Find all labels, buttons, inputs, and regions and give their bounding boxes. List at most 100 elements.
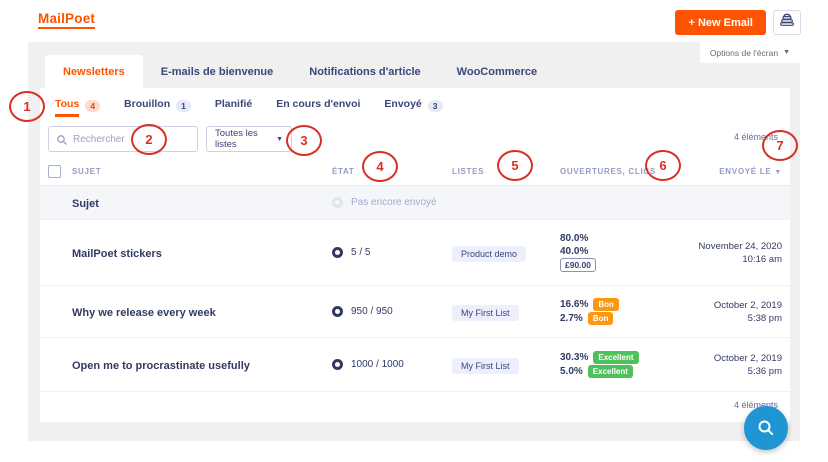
- status-filter-bar: Tous 4 Brouillon 1 Planifié En cours d'envoi E…: [55, 98, 443, 117]
- table-row: MailPoet stickers 5 / 5 Product demo 80.0% 4…: [40, 220, 790, 286]
- tab-woocommerce[interactable]: WooCommerce: [456, 65, 538, 78]
- lists-dropdown-value: Toutes les listes: [215, 128, 258, 150]
- newsletter-subject-link[interactable]: Open me to procrastinate usefully: [72, 359, 250, 372]
- stat-percentage: 30.3%: [560, 351, 589, 363]
- sent-date-cell: October 2, 2019 5:36 pm: [682, 352, 790, 378]
- sent-date-cell: November 24, 2020 10:16 am: [682, 240, 790, 266]
- beehive-icon: [779, 12, 795, 33]
- filter-label: Envoyé: [384, 98, 422, 110]
- status-ring-icon: [332, 306, 343, 317]
- tab-bar: Newsletters E-mails de bienvenue Notificat…: [45, 55, 555, 88]
- status-cell: Pas encore envoyé: [322, 197, 442, 208]
- annotation-1: 1: [9, 90, 45, 122]
- rating-badge: Excellent: [587, 365, 633, 379]
- sent-date: October 2, 2019 5:38 pm: [682, 299, 782, 325]
- stat-percentage: 16.6%: [560, 298, 589, 310]
- annotation-6: 6: [645, 149, 681, 181]
- search-icon: [758, 420, 774, 436]
- column-header-label: Sujet: [72, 167, 102, 176]
- header-checkbox-cell: [40, 165, 72, 178]
- search-fab[interactable]: [744, 406, 788, 450]
- annotation-4: 4: [362, 150, 398, 182]
- status-ring-icon: [332, 197, 343, 208]
- filter-brouillon[interactable]: Brouillon 1: [124, 98, 191, 117]
- chevron-down-icon: ▼: [276, 135, 283, 143]
- top-bar: MailPoet + New Email: [0, 0, 828, 42]
- rating-badge: Excellent: [593, 350, 639, 364]
- sent-time-line: 5:36 pm: [747, 365, 782, 377]
- status-text: Pas encore envoyé: [351, 197, 437, 208]
- table-row: Sujet Pas encore envoyé: [40, 186, 790, 220]
- table-row: Open me to procrastinate usefully 1000 / …: [40, 338, 790, 392]
- search-box: [48, 126, 198, 152]
- stat-line: 80.0%: [560, 233, 682, 244]
- stats-cell: 80.0% 40.0% £90.00: [552, 232, 682, 274]
- new-email-button[interactable]: + New Email: [675, 10, 766, 35]
- items-count-bottom: 4 éléments: [733, 400, 778, 410]
- screen-options-button[interactable]: Options de l'écran ▼: [699, 42, 800, 63]
- filter-planifi[interactable]: Planifié: [215, 98, 252, 117]
- column-header-listes[interactable]: Listes: [442, 167, 552, 176]
- filter-label: Planifié: [214, 98, 253, 110]
- newsletter-subject-link[interactable]: MailPoet stickers: [72, 247, 162, 260]
- tab-notifications-d-article[interactable]: Notifications d'article: [309, 65, 421, 78]
- newsletter-subject-link[interactable]: Sujet: [72, 197, 99, 210]
- subject-cell: Why we release every week: [72, 303, 322, 321]
- sent-date: October 2, 2019 5:36 pm: [682, 352, 782, 378]
- status-cell: 950 / 950: [322, 306, 442, 317]
- subject-cell: MailPoet stickers: [72, 244, 322, 262]
- newsletter-subject-link[interactable]: Why we release every week: [72, 306, 216, 319]
- stat-line: 16.6% Bon: [560, 297, 682, 311]
- status-cell: 5 / 5: [322, 247, 442, 258]
- hive-home-button[interactable]: [773, 10, 801, 35]
- lists-filter-dropdown[interactable]: Toutes les listes ▼: [206, 126, 292, 152]
- annotation-2: 2: [131, 123, 167, 155]
- column-header-ouvertures-clics[interactable]: Ouvertures, clics: [552, 167, 682, 176]
- column-header-label: Envoyé le: [719, 167, 772, 176]
- lists-cell: Product demo: [442, 244, 552, 262]
- annotation-5: 5: [497, 149, 533, 181]
- annotation-7: 7: [762, 129, 798, 161]
- table-body: Sujet Pas encore envoyé MailPoet stickers 5…: [40, 186, 790, 392]
- status-text: 950 / 950: [351, 306, 393, 317]
- annotation-3: 3: [286, 124, 322, 156]
- select-all-checkbox[interactable]: [48, 165, 61, 178]
- rating-badge: Bon: [587, 312, 614, 326]
- subject-cell: Sujet: [72, 194, 322, 212]
- column-header-sujet[interactable]: Sujet: [72, 167, 322, 176]
- tab-newsletters[interactable]: Newsletters: [45, 55, 143, 88]
- filter-count-badge: 1: [176, 99, 191, 112]
- items-count-top: 4 éléments: [733, 132, 778, 142]
- stats-cell: 30.3% Excellent 5.0% Excellent: [552, 349, 682, 380]
- stat-line: 2.7% Bon: [560, 312, 682, 326]
- status-text: 5 / 5: [351, 247, 371, 258]
- sent-date-line: October 2, 2019: [713, 299, 782, 311]
- tab-e-mails-de-bienvenue[interactable]: E-mails de bienvenue: [160, 65, 274, 78]
- column-header-label: État: [332, 167, 355, 176]
- column-header-tat[interactable]: État: [322, 167, 442, 176]
- search-icon: [57, 135, 67, 145]
- status-indicator: Pas encore envoyé: [332, 197, 442, 208]
- filter-en-cours-d-envoi[interactable]: En cours d'envoi: [276, 98, 360, 117]
- list-tag[interactable]: My First List: [452, 304, 519, 321]
- filter-count-badge: 3: [427, 99, 443, 112]
- sent-date-line: November 24, 2020: [698, 240, 782, 252]
- list-tag[interactable]: My First List: [452, 357, 519, 374]
- filter-envoy[interactable]: Envoyé 3: [384, 98, 443, 117]
- column-header-envoy-le[interactable]: Envoyé le ▼: [682, 167, 790, 176]
- chevron-down-icon: ▼: [783, 49, 790, 56]
- stat-percentage: 5.0%: [560, 366, 583, 378]
- table-row: Why we release every week 950 / 950 My Fir…: [40, 286, 790, 338]
- status-ring-icon: [332, 359, 343, 370]
- revenue-badge: £90.00: [560, 258, 596, 272]
- status-ring-icon: [332, 247, 343, 258]
- sent-time-line: 5:38 pm: [747, 312, 782, 324]
- sort-desc-icon: ▼: [774, 169, 782, 176]
- search-input[interactable]: [49, 127, 197, 151]
- status-indicator: 1000 / 1000: [332, 359, 442, 370]
- stat-percentage: 40.0%: [560, 245, 589, 257]
- status-cell: 1000 / 1000: [322, 359, 442, 370]
- filter-tous[interactable]: Tous 4: [55, 98, 101, 117]
- list-tag[interactable]: Product demo: [452, 245, 527, 262]
- sent-time-line: 10:16 am: [742, 253, 782, 265]
